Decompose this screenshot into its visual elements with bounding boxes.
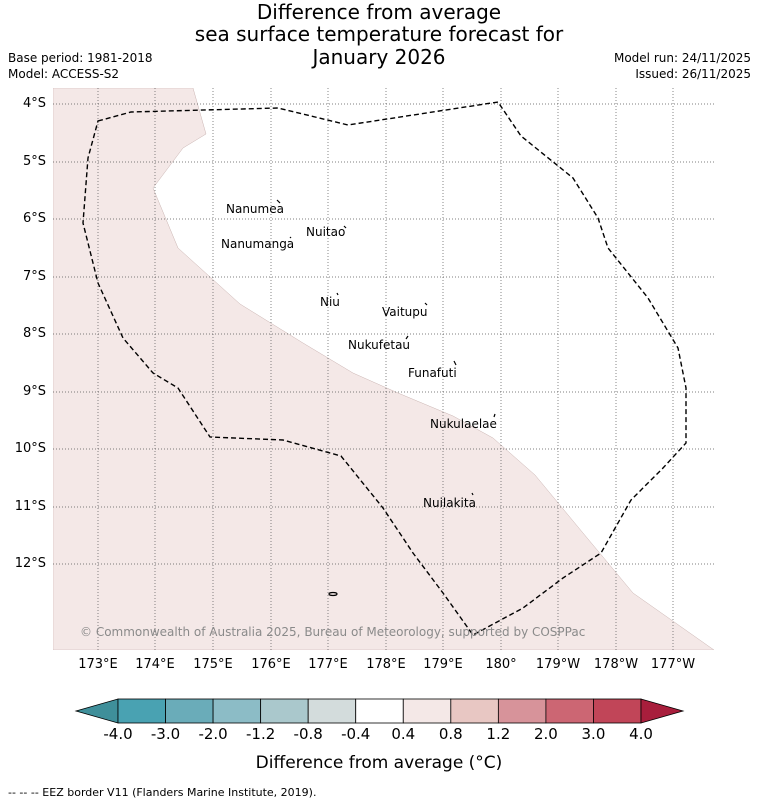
colorbar-segment <box>497 698 547 724</box>
lat-label-10s: 10°S <box>14 441 46 456</box>
title-line-1: Difference from average <box>256 0 502 24</box>
lat-label-11s: 11°S <box>14 499 46 514</box>
eez-legend: -- -- -- EEZ border V11 (Flanders Marine… <box>8 786 317 799</box>
issued-date: Issued: 26/11/2025 <box>635 67 751 81</box>
copyright-notice: © Commonwealth of Australia 2025, Bureau… <box>80 625 586 639</box>
lon-label-175e: 175°E <box>193 657 233 672</box>
anomaly-shading <box>53 88 714 650</box>
lat-label-4s: 4°S <box>22 96 46 111</box>
lat-label-6s: 6°S <box>22 211 46 226</box>
lon-label-176e: 176°E <box>251 657 291 672</box>
colorbar-tick-label: 4.0 <box>629 725 653 743</box>
sst-anomaly-map <box>53 88 714 650</box>
lat-label-8s: 8°S <box>22 326 46 341</box>
lon-label-173e: 173°E <box>78 657 118 672</box>
colorbar-segment <box>593 698 642 724</box>
island-mark-nuilakita <box>471 492 474 496</box>
island-mark-nanumanga <box>289 236 292 239</box>
colorbar-tick-label: 2.0 <box>533 725 558 743</box>
lon-label-177w: 177°W <box>650 657 696 672</box>
island-mark-nanumea <box>276 199 281 204</box>
colorbar-segment <box>165 698 214 724</box>
colorbar-tick-label: -4.0 <box>103 725 133 743</box>
lon-label-177e: 177°E <box>308 657 348 672</box>
lon-label-179e: 179°E <box>423 657 463 672</box>
colorbar-tick-label: 0.4 <box>391 725 416 743</box>
lon-label-178w: 178°W <box>593 657 639 672</box>
model-name: Model: ACCESS-S2 <box>8 67 120 81</box>
lon-label-178e: 178°E <box>366 657 406 672</box>
lat-label-5s: 5°S <box>22 154 46 169</box>
island-mark-funafuti <box>453 360 457 366</box>
colorbar-segment <box>545 698 594 724</box>
colorbar-tick-label: 1.2 <box>486 725 511 743</box>
island-mark-nukulaelae <box>493 413 496 418</box>
island-label-funafuti: Funafuti <box>408 366 457 380</box>
colorbar-tick-label: 3.0 <box>581 725 606 743</box>
island-label-vaitupu: Vaitupu <box>382 305 428 319</box>
title-line-2: sea surface temperature forecast for <box>194 22 564 46</box>
colorbar-segment <box>450 698 499 724</box>
colorbar-segment <box>355 698 404 724</box>
island-marks <box>276 199 496 597</box>
island-label-nuitao: Nuitao <box>306 225 346 239</box>
latitude-gridlines <box>53 103 714 565</box>
lon-label-180: 180° <box>485 657 517 672</box>
colorbar-tick-label: -1.2 <box>245 725 276 743</box>
longitude-gridlines <box>97 88 674 650</box>
colorbar-tick-label: -0.8 <box>293 725 323 743</box>
island-mark-vaitupu <box>424 302 428 306</box>
island-mark-nuitao <box>343 225 347 229</box>
island-label-niu: Niu <box>320 295 340 309</box>
island-label-nukufetau: Nukufetau <box>348 338 411 352</box>
colorbar-extend-high <box>640 698 685 724</box>
lat-label-9s: 9°S <box>22 384 46 399</box>
lon-label-174e: 174°E <box>135 657 175 672</box>
map-svg <box>53 88 714 650</box>
eez-border <box>82 101 687 636</box>
island-label-nuilakita: Nuilakita <box>423 496 476 510</box>
base-period: Base period: 1981-2018 <box>8 51 153 65</box>
lat-label-7s: 7°S <box>22 269 46 284</box>
lat-label-12s: 12°S <box>14 556 46 571</box>
island-label-nanumanga: Nanumanga <box>221 237 295 251</box>
colorbar-tick-label: -3.0 <box>150 725 181 743</box>
colorbar-extend-low <box>74 698 119 724</box>
colorbar <box>74 698 685 724</box>
colorbar-segment <box>212 698 262 724</box>
colorbar-segment <box>117 698 166 724</box>
colorbar-segment <box>307 698 357 724</box>
island-mark-reef <box>328 591 338 597</box>
island-mark-nukufetau <box>405 335 409 340</box>
model-run: Model run: 24/11/2025 <box>613 51 751 65</box>
colorbar-segment <box>260 698 309 724</box>
colorbar-label: Difference from average (°C) <box>255 753 503 773</box>
colorbar-tick-label: -0.4 <box>341 725 371 743</box>
colorbar-segment <box>402 698 452 724</box>
island-label-nanumea: Nanumea <box>226 202 284 216</box>
lon-label-179w: 179°W <box>535 657 581 672</box>
island-label-nukulaelae: Nukulaelae <box>430 417 497 431</box>
colorbar-tick-label: 0.8 <box>438 725 463 743</box>
title-line-3: January 2026 <box>312 45 446 69</box>
colorbar-tick-label: -2.0 <box>198 725 228 743</box>
island-mark-niu <box>336 292 339 296</box>
